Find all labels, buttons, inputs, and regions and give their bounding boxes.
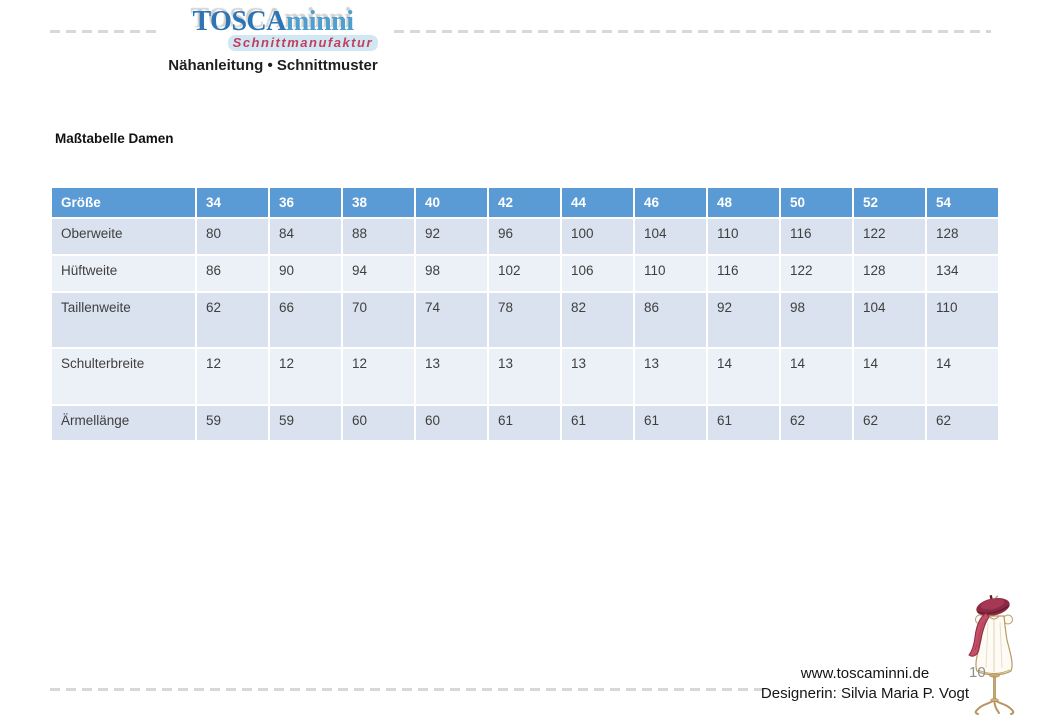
measurement-cell: 62 bbox=[852, 404, 927, 442]
measurement-cell: 98 bbox=[779, 291, 854, 349]
footer-designer: Designerin: Silvia Maria P. Vogt bbox=[760, 684, 970, 702]
table-header-size: 42 bbox=[487, 186, 562, 219]
measurement-cell: 110 bbox=[925, 291, 1000, 349]
stand-tripod bbox=[974, 699, 1015, 715]
row-label: Ärmellänge bbox=[50, 404, 197, 442]
row-label: Schulterbreite bbox=[50, 347, 197, 406]
measurement-cell: 13 bbox=[414, 347, 489, 406]
measurement-cell: 62 bbox=[925, 404, 1000, 442]
footer: www.toscaminni.de Designerin: Silvia Mar… bbox=[760, 664, 970, 704]
table-header-size: 50 bbox=[779, 186, 854, 219]
table-row: Taillenweite 62 66 70 74 78 82 86 92 98 104 110 bbox=[50, 291, 1000, 349]
measurement-cell: 59 bbox=[195, 404, 270, 442]
table-header-size: 46 bbox=[633, 186, 708, 219]
measurement-cell: 122 bbox=[779, 254, 854, 293]
measurement-cell: 14 bbox=[706, 347, 781, 406]
table-row: Hüftweite 86 90 94 98 102 106 110 116 122 128 134 bbox=[50, 254, 1000, 293]
measurement-cell: 14 bbox=[779, 347, 854, 406]
table-header-size: 40 bbox=[414, 186, 489, 219]
stand-pole bbox=[993, 675, 996, 701]
measurement-cell: 110 bbox=[633, 254, 708, 293]
measurement-cell: 13 bbox=[487, 347, 562, 406]
measurement-cell: 106 bbox=[560, 254, 635, 293]
measurement-cell: 82 bbox=[560, 291, 635, 349]
logo-brand-secondary: minni bbox=[285, 6, 354, 37]
measurement-cell: 94 bbox=[341, 254, 416, 293]
measurement-cell: 60 bbox=[341, 404, 416, 442]
measurement-cell: 128 bbox=[852, 254, 927, 293]
measurement-cell: 61 bbox=[706, 404, 781, 442]
measurement-cell: 78 bbox=[487, 291, 562, 349]
document-subtitle: Nähanleitung • Schnittmuster bbox=[168, 57, 378, 74]
measurement-cell: 86 bbox=[633, 291, 708, 349]
table-row: Ärmellänge 59 59 60 60 61 61 61 61 62 62 62 bbox=[50, 404, 1000, 442]
row-label: Oberweite bbox=[50, 217, 197, 256]
table-header-row: Größe 34 36 38 40 42 44 46 48 50 52 54 bbox=[50, 186, 1000, 219]
table-header-size: 52 bbox=[852, 186, 927, 219]
measurement-cell: 66 bbox=[268, 291, 343, 349]
measurement-cell: 116 bbox=[779, 217, 854, 256]
row-label: Taillenweite bbox=[50, 291, 197, 349]
table-header-size: 34 bbox=[195, 186, 270, 219]
footer-website: www.toscaminni.de bbox=[800, 665, 930, 682]
table-row: Oberweite 80 84 88 92 96 100 104 110 116 122 128 bbox=[50, 217, 1000, 256]
measurement-cell: 59 bbox=[268, 404, 343, 442]
divider-dashed-top-right bbox=[394, 30, 991, 33]
measurement-cell: 12 bbox=[268, 347, 343, 406]
logo-tagline: Schnittmanufaktur bbox=[156, 35, 390, 51]
measurement-cell: 80 bbox=[195, 217, 270, 256]
measurement-cell: 74 bbox=[414, 291, 489, 349]
measurement-cell: 61 bbox=[487, 404, 562, 442]
measurement-cell: 102 bbox=[487, 254, 562, 293]
measurement-cell: 13 bbox=[633, 347, 708, 406]
table-header-size: 38 bbox=[341, 186, 416, 219]
measurement-cell: 104 bbox=[852, 291, 927, 349]
dress-form-illustration bbox=[968, 594, 1015, 715]
measurement-cell: 14 bbox=[925, 347, 1000, 406]
measurement-cell: 98 bbox=[414, 254, 489, 293]
measurement-cell: 88 bbox=[341, 217, 416, 256]
measurement-cell: 61 bbox=[633, 404, 708, 442]
row-label: Hüftweite bbox=[50, 254, 197, 293]
logo-brand-primary: TOSCA bbox=[192, 6, 287, 37]
page-number: 10 bbox=[969, 664, 986, 681]
table-row: Schulterbreite 12 12 12 13 13 13 13 14 14 14 14 bbox=[50, 347, 1000, 406]
beret-hat-icon bbox=[976, 594, 1010, 617]
measurement-cell: 116 bbox=[706, 254, 781, 293]
measurement-cell: 86 bbox=[195, 254, 270, 293]
logo: TOSCAminni Schnittmanufaktur Nähanleitun… bbox=[156, 8, 390, 74]
divider-dashed-top-left bbox=[50, 30, 158, 33]
measurement-cell: 70 bbox=[341, 291, 416, 349]
measurement-cell: 14 bbox=[852, 347, 927, 406]
measurement-cell: 61 bbox=[560, 404, 635, 442]
table-header-label: Größe bbox=[50, 186, 197, 219]
measurement-cell: 134 bbox=[925, 254, 1000, 293]
logo-wordmark: TOSCAminni bbox=[156, 8, 390, 36]
table-header-size: 48 bbox=[706, 186, 781, 219]
measurement-table: Größe 34 36 38 40 42 44 46 48 50 52 54 Oberweite 80 8… bbox=[50, 186, 1000, 442]
table-header-size: 44 bbox=[560, 186, 635, 219]
table-header-size: 54 bbox=[925, 186, 1000, 219]
measurement-cell: 90 bbox=[268, 254, 343, 293]
measurement-cell: 84 bbox=[268, 217, 343, 256]
measurement-cell: 12 bbox=[195, 347, 270, 406]
measurement-cell: 92 bbox=[706, 291, 781, 349]
measurement-cell: 13 bbox=[560, 347, 635, 406]
measurement-cell: 100 bbox=[560, 217, 635, 256]
measurement-cell: 92 bbox=[414, 217, 489, 256]
measurement-cell: 128 bbox=[925, 217, 1000, 256]
section-heading: Maßtabelle Damen bbox=[55, 131, 174, 146]
measurement-cell: 62 bbox=[779, 404, 854, 442]
measurement-cell: 60 bbox=[414, 404, 489, 442]
measurement-cell: 62 bbox=[195, 291, 270, 349]
measurement-cell: 122 bbox=[852, 217, 927, 256]
table-body: Oberweite 80 84 88 92 96 100 104 110 116 122 128 Hüf… bbox=[50, 217, 1000, 442]
measurement-cell: 96 bbox=[487, 217, 562, 256]
measurement-cell: 110 bbox=[706, 217, 781, 256]
measurement-cell: 12 bbox=[341, 347, 416, 406]
table-header-size: 36 bbox=[268, 186, 343, 219]
measurement-cell: 104 bbox=[633, 217, 708, 256]
divider-dashed-bottom bbox=[50, 688, 768, 691]
